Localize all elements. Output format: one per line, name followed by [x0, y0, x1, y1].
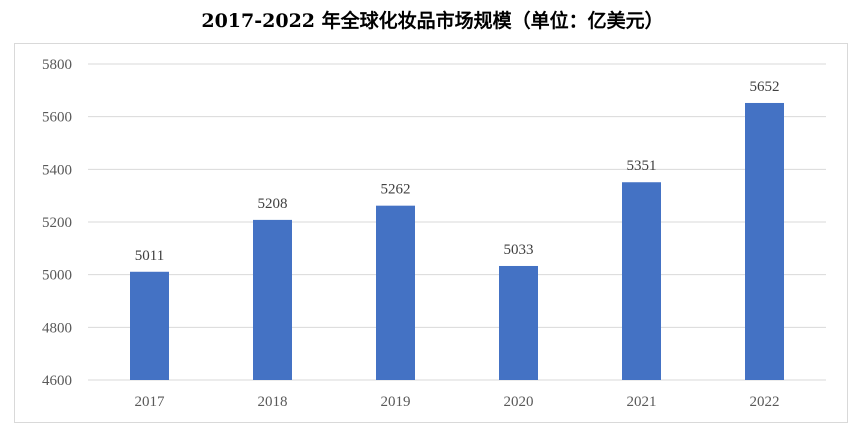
bar-2021	[622, 182, 661, 380]
data-label-2022: 5652	[750, 79, 780, 95]
data-label-2020: 5033	[504, 242, 534, 258]
chart-frame	[14, 43, 848, 423]
y-tick-label: 4600	[42, 373, 72, 389]
x-tick-label: 2017	[135, 394, 166, 410]
x-tick-label: 2022	[750, 394, 780, 410]
y-tick-label: 4800	[42, 320, 72, 336]
bars	[130, 102, 784, 381]
y-tick-label: 5000	[42, 268, 72, 284]
x-tick-label: 2021	[627, 394, 657, 410]
bar-2018	[253, 219, 292, 380]
y-tick-label: 5200	[42, 215, 72, 231]
data-label-2019: 5262	[381, 182, 411, 198]
x-tick-label: 2019	[381, 394, 411, 410]
bar-2020	[499, 265, 538, 380]
gridlines	[88, 63, 826, 381]
data-labels: 5011 5208 5262 5033 5351 5652	[135, 79, 780, 264]
x-tick-label: 2018	[258, 394, 288, 410]
bar-2022	[745, 102, 784, 381]
x-tick-label: 2020	[504, 394, 534, 410]
bar-2019	[376, 205, 415, 380]
y-tick-label: 5600	[42, 110, 72, 126]
x-axis-tick-labels: 2017 2018 2019 2020 2021 2022	[135, 394, 780, 410]
data-label-2021: 5351	[627, 158, 657, 174]
chart-title: 2017-2022 年全球化妆品市场规模（单位：亿美元）	[201, 10, 664, 32]
data-label-2018: 5208	[258, 196, 288, 212]
bar-2017	[130, 271, 169, 380]
y-axis-tick-labels: 4600 4800 5000 5200 5400 5600 5800	[42, 57, 72, 389]
data-label-2017: 5011	[135, 248, 164, 264]
y-tick-label: 5400	[42, 162, 72, 178]
y-tick-label: 5800	[42, 57, 72, 73]
